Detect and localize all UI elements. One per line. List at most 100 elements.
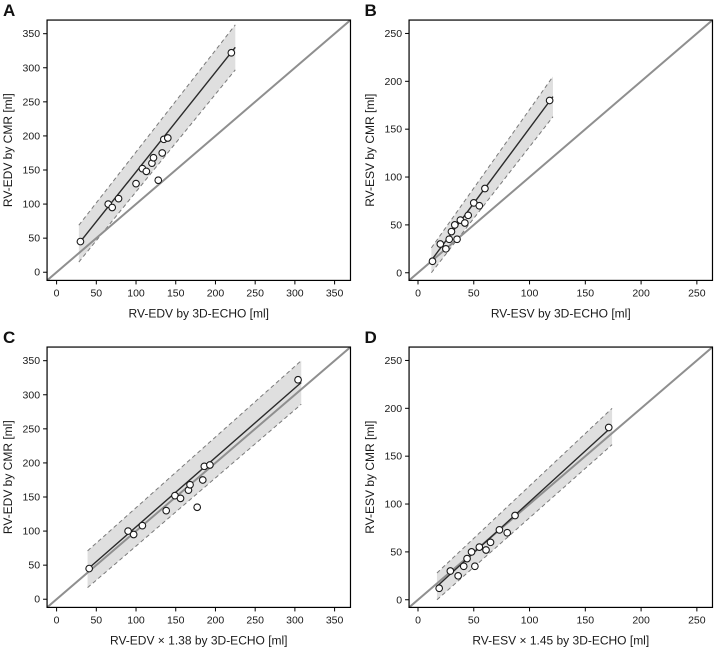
- x-tick-label: 200: [632, 287, 650, 299]
- scatter-point: [142, 167, 151, 176]
- x-tick-label: 150: [167, 614, 185, 626]
- scatter-point: [450, 221, 459, 229]
- panel-letter-C: C: [3, 327, 16, 347]
- scatter-point: [193, 502, 202, 511]
- scatter-point: [604, 423, 613, 431]
- x-tick-label: 250: [688, 614, 706, 626]
- y-tick-label: 50: [390, 546, 402, 558]
- x-axis-label: RV-EDV × 1.38 by 3D-ECHO [ml]: [110, 633, 288, 647]
- scatter-point: [463, 211, 472, 220]
- x-tick-label: 250: [688, 287, 706, 299]
- scatter-point: [227, 48, 236, 57]
- y-tick-label: 50: [28, 233, 40, 245]
- scatter-point: [294, 375, 302, 384]
- scatter-point: [76, 237, 85, 246]
- plot-frame: [46, 19, 352, 282]
- y-tick-label: 300: [23, 62, 41, 74]
- scatter-point: [474, 542, 483, 551]
- y-tick-label: 100: [23, 199, 41, 211]
- scatter-point: [486, 537, 494, 546]
- scatter-point: [452, 235, 461, 244]
- y-tick-label: 250: [23, 423, 41, 435]
- y-tick-label: 250: [23, 96, 41, 108]
- scatter-point: [186, 480, 194, 489]
- x-tick-label: 350: [326, 287, 344, 299]
- scatter-point: [462, 554, 471, 562]
- scatter-point: [447, 227, 455, 236]
- y-axis-label: RV-EDV by CMR [ml]: [1, 93, 15, 207]
- scatter-point: [108, 203, 117, 212]
- scatter-point: [428, 257, 436, 266]
- scatter-point: [149, 153, 158, 162]
- scatter-point: [176, 494, 185, 502]
- band-lower-edge: [436, 443, 612, 600]
- x-tick-label: 100: [520, 614, 538, 626]
- y-tick-label: 200: [384, 402, 402, 414]
- scatter-point: [124, 526, 132, 535]
- y-tick-label: 350: [23, 28, 41, 40]
- y-tick-label: 250: [384, 354, 402, 366]
- panel-A: A 0 50 100 150 200 250 300 350 0 50 100 150 200 250 30…: [0, 0, 362, 327]
- x-tick-label: 150: [576, 287, 594, 299]
- plot-frame: [407, 345, 713, 608]
- y-tick-label: 200: [23, 457, 41, 469]
- scatter-plot-D: 0 50 100 150 200 250 0 50 100 150 200 250 RV-ESV × 1…: [363, 345, 713, 647]
- x-tick-label: 50: [467, 614, 479, 626]
- band-upper-edge: [87, 359, 302, 551]
- regression-line: [78, 46, 236, 245]
- panel-D: D 0 50 100 150 200 250 0 50 100 150 200 250 RV-ESV ×…: [362, 327, 723, 653]
- y-axis-label: RV-ESV by CMR [ml]: [363, 94, 377, 207]
- band-lower-edge: [87, 403, 302, 588]
- x-axis-label: RV-EDV by 3D-ECHO [ml]: [129, 306, 269, 320]
- panel-letter-A: A: [3, 1, 16, 20]
- x-tick-label: 150: [576, 614, 594, 626]
- plot-area: [47, 20, 351, 281]
- confidence-band: [436, 407, 612, 600]
- x-axis-label: RV-ESV × 1.45 by 3D-ECHO [ml]: [472, 633, 649, 647]
- band-upper-edge: [430, 76, 553, 249]
- x-tick-label: 100: [127, 287, 145, 299]
- identity-line: [408, 346, 712, 607]
- x-tick-label: 50: [467, 287, 479, 299]
- confidence-band: [87, 360, 302, 588]
- scatter-point: [129, 530, 138, 538]
- scatter-point: [510, 511, 519, 519]
- x-tick-label: 0: [415, 287, 421, 299]
- scatter-point: [198, 475, 207, 484]
- band-upper-edge: [436, 407, 612, 573]
- scatter-point: [470, 561, 479, 570]
- plot-frame: [407, 19, 713, 282]
- y-tick-label: 0: [34, 593, 40, 605]
- scatter-point: [444, 235, 453, 244]
- x-tick-label: 250: [246, 614, 264, 626]
- y-tick-label: 0: [396, 594, 402, 606]
- panel-C: C 0 50 100 150 200 250 300 350 0 50 100 150 200 250 30…: [0, 327, 362, 653]
- scatter-point: [206, 460, 214, 469]
- scatter-point: [434, 583, 443, 592]
- regression-line: [435, 425, 613, 587]
- y-tick-label: 100: [384, 172, 402, 184]
- x-tick-label: 300: [286, 287, 304, 299]
- scatter-point: [441, 244, 450, 253]
- scatter-point: [459, 561, 468, 570]
- x-tick-label: 100: [520, 287, 538, 299]
- scatter-point: [163, 134, 172, 142]
- x-tick-label: 50: [90, 287, 102, 299]
- scatter-point: [445, 566, 454, 575]
- panel-letter-D: D: [364, 327, 377, 347]
- identity-line: [47, 346, 351, 607]
- x-tick-label: 200: [207, 614, 225, 626]
- scatter-point: [158, 149, 167, 157]
- x-tick-label: 200: [632, 614, 650, 626]
- scatter-point: [474, 201, 483, 210]
- x-tick-label: 300: [286, 614, 304, 626]
- regression-line: [87, 381, 302, 570]
- scatter-point: [545, 96, 553, 105]
- band-lower-edge: [78, 69, 236, 263]
- scatter-point: [453, 571, 462, 580]
- y-tick-label: 0: [396, 267, 402, 279]
- identity-line: [47, 20, 351, 281]
- y-tick-label: 50: [28, 559, 40, 571]
- x-tick-label: 0: [54, 614, 60, 626]
- x-tick-label: 250: [246, 287, 264, 299]
